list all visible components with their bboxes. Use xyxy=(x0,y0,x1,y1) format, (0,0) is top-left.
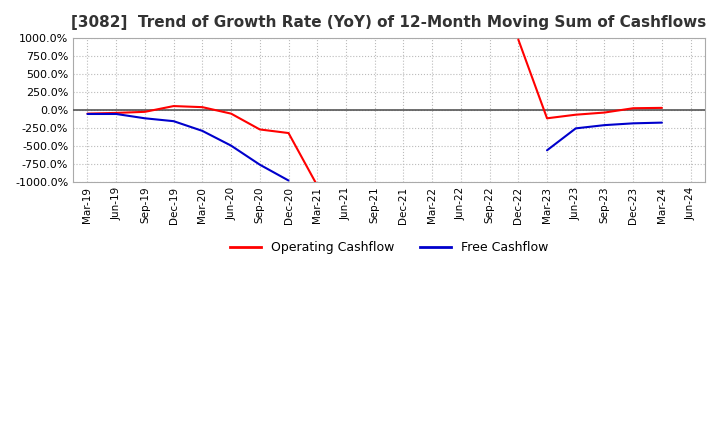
Title: [3082]  Trend of Growth Rate (YoY) of 12-Month Moving Sum of Cashflows: [3082] Trend of Growth Rate (YoY) of 12-… xyxy=(71,15,707,30)
Legend: Operating Cashflow, Free Cashflow: Operating Cashflow, Free Cashflow xyxy=(225,236,553,259)
